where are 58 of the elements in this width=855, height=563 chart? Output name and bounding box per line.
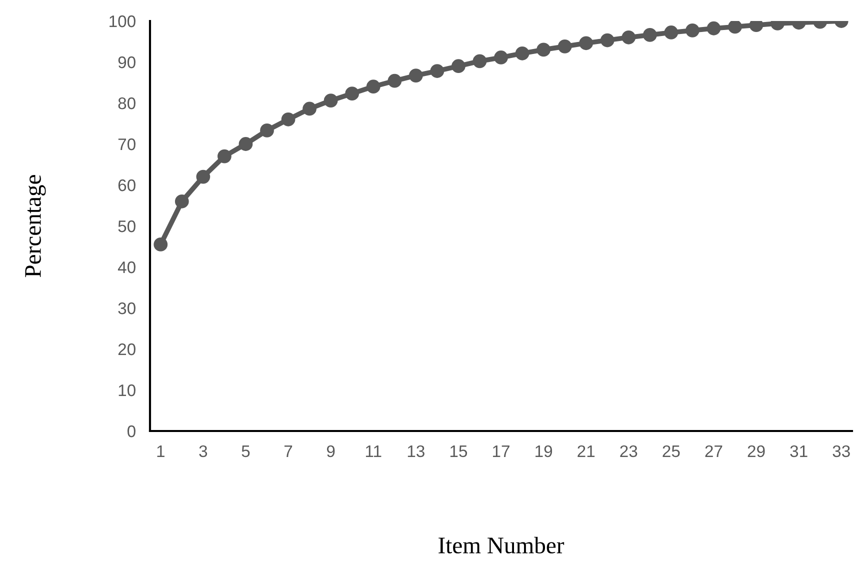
point: [218, 149, 232, 164]
point: [642, 28, 657, 42]
x-tick-label: 27: [705, 445, 722, 457]
y-tick-label: 10: [118, 384, 136, 396]
x-tick-label: 9: [326, 445, 335, 458]
point: [686, 23, 700, 38]
x-tick-label: 11: [366, 446, 382, 457]
x-tick-label: 17: [493, 446, 510, 457]
x-tick-label: 7: [284, 446, 292, 457]
x-tick-label: 33: [832, 445, 850, 458]
y-tick-label: 20: [118, 343, 136, 356]
point: [622, 30, 636, 44]
y-tick-label: 40: [118, 261, 136, 274]
y-tick-label: 0: [127, 425, 136, 438]
y-tick-label: 50: [118, 220, 136, 232]
x-tick-label: 15: [450, 446, 468, 458]
point: [494, 50, 508, 64]
y-tick-label: 100: [110, 15, 136, 28]
x-tick-label: 5: [242, 446, 250, 458]
x-tick-label: 13: [408, 445, 424, 458]
y-tick-label: 30: [118, 302, 136, 314]
y-tick-label: 80: [118, 97, 136, 110]
x-axis-title: Item Number: [438, 536, 564, 554]
point: [558, 39, 572, 54]
y-tick-label: 70: [118, 138, 136, 150]
point: [664, 26, 678, 40]
point: [154, 238, 168, 252]
point: [579, 36, 594, 50]
x-tick-label: 31: [790, 445, 808, 458]
point: [452, 59, 466, 74]
x-tick-label: 3: [199, 445, 208, 458]
x-tick-label: 25: [662, 445, 680, 458]
point: [238, 137, 253, 151]
point: [302, 102, 316, 116]
y-axis-title: Percentage: [25, 175, 46, 278]
point: [472, 54, 487, 68]
point: [196, 170, 210, 184]
y-tick-label: 90: [118, 56, 136, 68]
point: [345, 86, 360, 101]
point: [728, 21, 742, 34]
point: [408, 68, 423, 82]
y-tick-label: 60: [118, 179, 136, 192]
x-tick-label: 1: [157, 446, 164, 457]
point: [536, 42, 550, 57]
x-tick-label: 23: [620, 445, 638, 458]
point: [324, 94, 338, 108]
point: [174, 194, 189, 208]
point: [430, 64, 444, 78]
point: [366, 80, 380, 94]
point: [515, 46, 530, 60]
x-tick-label: 21: [578, 445, 595, 457]
point: [260, 124, 274, 138]
x-tick-label: 29: [748, 445, 765, 458]
x-tick-label: 19: [536, 445, 552, 458]
point: [388, 74, 402, 88]
point: [281, 112, 296, 126]
point: [600, 33, 614, 48]
point: [706, 21, 721, 36]
